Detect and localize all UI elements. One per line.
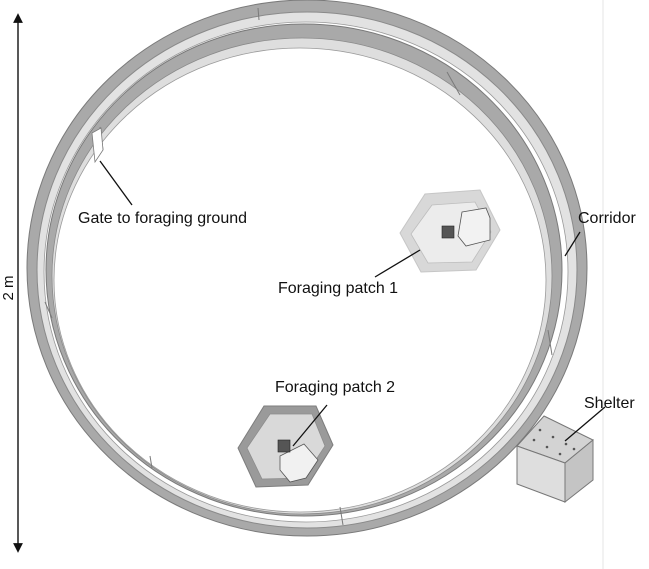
gate-label: Gate to foraging ground (78, 210, 247, 227)
foraging-patch-2-label: Foraging patch 2 (275, 379, 395, 396)
foraging-patch-1 (399, 189, 501, 273)
corridor-label: Corridor (578, 210, 636, 227)
shelter-label: Shelter (584, 395, 635, 412)
foraging-patch-1-label: Foraging patch 1 (278, 280, 398, 297)
scale-label: 2 m (0, 275, 17, 300)
leader-lines (99, 160, 606, 447)
gate (91, 127, 104, 164)
inner-wall (44, 7, 563, 526)
shelter-box (516, 415, 594, 504)
